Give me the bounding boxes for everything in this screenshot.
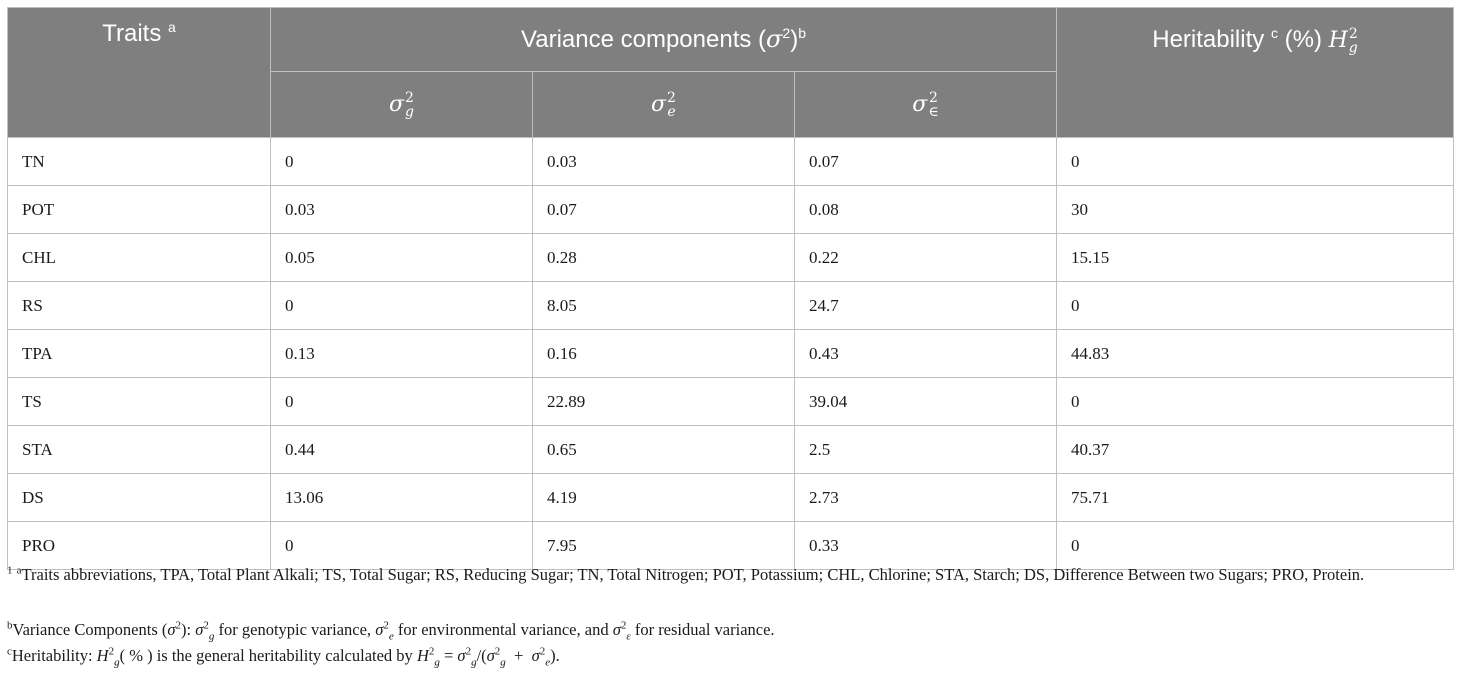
genotypic-cell: 0 bbox=[270, 377, 533, 426]
trait-cell: PRO bbox=[7, 521, 271, 570]
residual-cell: 0.33 bbox=[794, 521, 1057, 570]
trait-cell: STA bbox=[7, 425, 271, 474]
genotypic-cell: 0.13 bbox=[270, 329, 533, 378]
environmental-cell: 0.16 bbox=[532, 329, 795, 378]
heritability-cell: 0 bbox=[1056, 377, 1454, 426]
trait-cell: TN bbox=[7, 137, 271, 186]
environmental-cell: 0.28 bbox=[532, 233, 795, 282]
variance-table: Traits a Variance components (σ2)b Herit… bbox=[7, 7, 1454, 570]
genotypic-cell: 0 bbox=[270, 281, 533, 330]
heritability-cell: 0 bbox=[1056, 521, 1454, 570]
residual-cell: 2.5 bbox=[794, 425, 1057, 474]
residual-cell: 0.07 bbox=[794, 137, 1057, 186]
table-row: DS 13.06 4.19 2.73 75.71 bbox=[7, 473, 1454, 522]
genotypic-cell: 13.06 bbox=[270, 473, 533, 522]
heritability-cell: 15.15 bbox=[1056, 233, 1454, 282]
environmental-cell: 8.05 bbox=[532, 281, 795, 330]
trait-cell: POT bbox=[7, 185, 271, 234]
genotypic-cell: 0 bbox=[270, 137, 533, 186]
environmental-cell: 4.19 bbox=[532, 473, 795, 522]
heritability-cell: 75.71 bbox=[1056, 473, 1454, 522]
genotypic-cell: 0 bbox=[270, 521, 533, 570]
table-row: TN 0 0.03 0.07 0 bbox=[7, 137, 1454, 186]
footnote-heritability: cHeritability: H2g( % ) is the general h… bbox=[7, 645, 560, 669]
footnote-variance: bVariance Components (σ2): σ2g for genot… bbox=[7, 619, 775, 643]
heritability-cell: 30 bbox=[1056, 185, 1454, 234]
heritability-cell: 40.37 bbox=[1056, 425, 1454, 474]
trait-cell: DS bbox=[7, 473, 271, 522]
genotypic-cell: 0.03 bbox=[270, 185, 533, 234]
residual-cell: 0.43 bbox=[794, 329, 1057, 378]
trait-cell: TS bbox=[7, 377, 271, 426]
environmental-cell: 7.95 bbox=[532, 521, 795, 570]
variance-components-header: Variance components (σ2)b bbox=[270, 7, 1057, 72]
environmental-cell: 22.89 bbox=[532, 377, 795, 426]
heritability-cell: 0 bbox=[1056, 137, 1454, 186]
trait-cell: RS bbox=[7, 281, 271, 330]
genotypic-cell: 0.44 bbox=[270, 425, 533, 474]
residual-variance-header: σ 2 ∈ bbox=[794, 70, 1057, 139]
heritability-cell: 0 bbox=[1056, 281, 1454, 330]
trait-cell: CHL bbox=[7, 233, 271, 282]
residual-cell: 39.04 bbox=[794, 377, 1057, 426]
environmental-cell: 0.07 bbox=[532, 185, 795, 234]
residual-cell: 24.7 bbox=[794, 281, 1057, 330]
environmental-cell: 0.03 bbox=[532, 137, 795, 186]
genotypic-cell: 0.05 bbox=[270, 233, 533, 282]
table-row: TPA 0.13 0.16 0.43 44.83 bbox=[7, 329, 1454, 378]
table-row: RS 0 8.05 24.7 0 bbox=[7, 281, 1454, 330]
table-row: POT 0.03 0.07 0.08 30 bbox=[7, 185, 1454, 234]
environmental-cell: 0.65 bbox=[532, 425, 795, 474]
residual-cell: 2.73 bbox=[794, 473, 1057, 522]
heritability-cell: 44.83 bbox=[1056, 329, 1454, 378]
table-row: TS 0 22.89 39.04 0 bbox=[7, 377, 1454, 426]
table-row: CHL 0.05 0.28 0.22 15.15 bbox=[7, 233, 1454, 282]
footnote-traits: 1 aTraits abbreviations, TPA, Total Plan… bbox=[7, 564, 1365, 584]
table-row: STA 0.44 0.65 2.5 40.37 bbox=[7, 425, 1454, 474]
table-row: PRO 0 7.95 0.33 0 bbox=[7, 521, 1454, 570]
residual-cell: 0.08 bbox=[794, 185, 1057, 234]
traits-header: Traits a bbox=[7, 7, 271, 138]
residual-cell: 0.22 bbox=[794, 233, 1057, 282]
trait-cell: TPA bbox=[7, 329, 271, 378]
